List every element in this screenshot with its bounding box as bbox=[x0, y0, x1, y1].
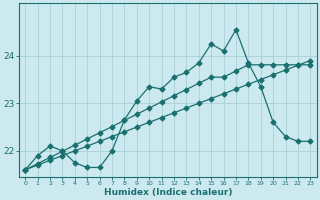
X-axis label: Humidex (Indice chaleur): Humidex (Indice chaleur) bbox=[104, 188, 232, 197]
